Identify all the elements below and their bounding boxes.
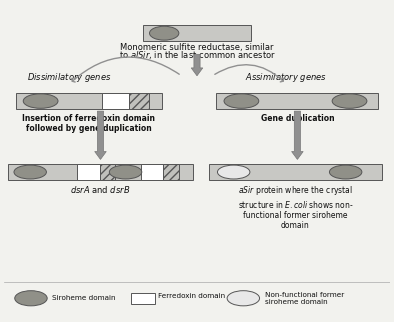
- Bar: [8, 164, 193, 180]
- FancyArrow shape: [191, 54, 203, 76]
- FancyArrow shape: [292, 111, 303, 159]
- Text: Monomeric sulfite reductase, similar: Monomeric sulfite reductase, similar: [120, 43, 274, 52]
- Ellipse shape: [149, 26, 179, 40]
- Text: Siroheme domain: Siroheme domain: [52, 295, 116, 301]
- Bar: [15, 93, 162, 109]
- Ellipse shape: [329, 165, 362, 179]
- Ellipse shape: [15, 291, 47, 306]
- Ellipse shape: [217, 165, 250, 179]
- Bar: [216, 93, 379, 109]
- Bar: [129, 93, 149, 109]
- Ellipse shape: [227, 291, 260, 306]
- Bar: [77, 164, 100, 180]
- Bar: [141, 164, 164, 180]
- Bar: [100, 164, 115, 180]
- Ellipse shape: [224, 94, 259, 108]
- Ellipse shape: [14, 165, 46, 179]
- Ellipse shape: [23, 94, 58, 108]
- Text: Ferredoxin domain: Ferredoxin domain: [158, 293, 225, 299]
- Text: Gene duplication: Gene duplication: [260, 114, 334, 123]
- Ellipse shape: [332, 94, 367, 108]
- Text: $\mathit{dsrA}$ and $\mathit{dsrB}$: $\mathit{dsrA}$ and $\mathit{dsrB}$: [70, 184, 131, 195]
- Text: $\mathit{aSir}$ protein where the crystal
structure in $\mathit{E.coli}$ shows n: $\mathit{aSir}$ protein where the crysta…: [238, 184, 353, 230]
- Bar: [131, 293, 154, 304]
- Bar: [143, 25, 251, 41]
- Text: $\mathit{Assimilatory\ genes}$: $\mathit{Assimilatory\ genes}$: [245, 71, 327, 84]
- Text: $\mathit{Dissimilatory\ genes}$: $\mathit{Dissimilatory\ genes}$: [27, 71, 112, 84]
- Bar: [164, 164, 179, 180]
- Text: Insertion of ferredoxin domain
followed by gene duplication: Insertion of ferredoxin domain followed …: [22, 114, 155, 133]
- Bar: [102, 93, 129, 109]
- Text: to $\mathit{alSir}$, in the last common ancestor: to $\mathit{alSir}$, in the last common …: [119, 49, 275, 61]
- Text: Non-functional former
siroheme domain: Non-functional former siroheme domain: [265, 292, 344, 305]
- Bar: [208, 164, 382, 180]
- FancyArrow shape: [95, 111, 106, 159]
- Ellipse shape: [110, 165, 142, 179]
